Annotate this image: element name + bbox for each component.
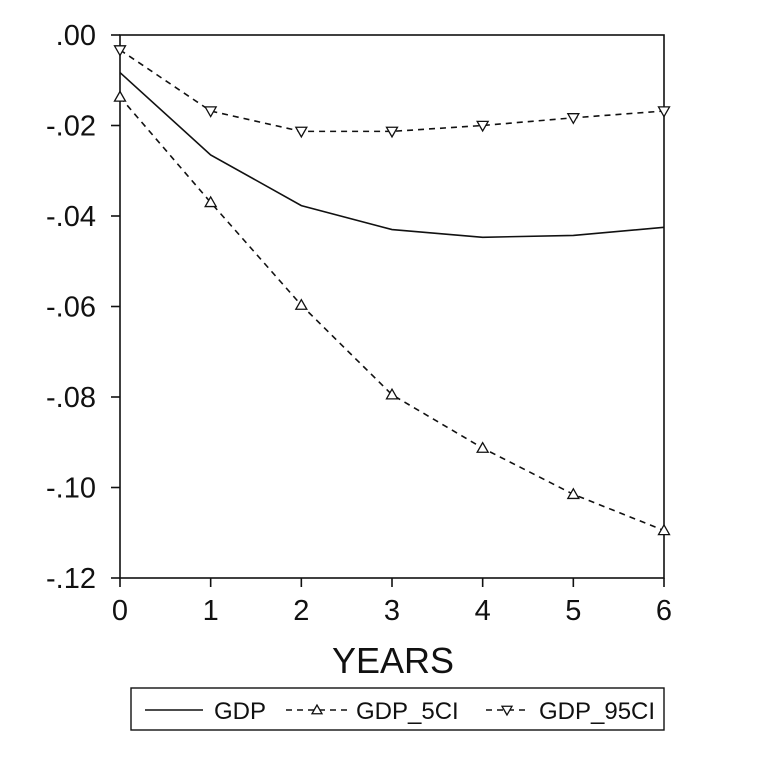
y-tick-label: -.02 xyxy=(46,111,96,143)
x-tick-label: 1 xyxy=(203,595,219,627)
x-axis-title: YEARS xyxy=(332,640,454,681)
data-point-marker xyxy=(476,441,490,453)
legend: GDP GDP_5CI GDP_95CI xyxy=(130,687,665,731)
series-line-gdp-5ci xyxy=(119,96,665,532)
legend-items: GDP GDP_5CI GDP_95CI xyxy=(145,698,655,725)
data-point-marker xyxy=(294,298,308,310)
x-tick-label: 2 xyxy=(293,595,309,627)
y-tick-label: .00 xyxy=(56,20,96,52)
data-point-marker xyxy=(113,45,127,57)
data-point-marker xyxy=(385,387,399,400)
y-tick-label: -.08 xyxy=(46,382,96,414)
x-tick-label: 3 xyxy=(384,595,400,627)
y-tick-label: -.06 xyxy=(46,292,96,324)
x-tick-label: 6 xyxy=(656,595,672,627)
y-axis: .00 -.02 -.04 -.06 -.08 -.10 -.12 xyxy=(46,20,120,595)
series-line-gdp-95ci xyxy=(119,49,665,133)
series-layer xyxy=(113,45,671,536)
data-point-marker xyxy=(113,90,127,102)
data-point-marker xyxy=(204,195,218,208)
legend-box xyxy=(130,687,665,731)
x-tick-label: 5 xyxy=(565,595,581,627)
data-point-marker xyxy=(476,120,490,133)
data-point-marker xyxy=(204,106,218,118)
data-point-marker xyxy=(657,523,671,536)
series-line-gdp xyxy=(119,71,665,239)
x-tick-label: 0 xyxy=(112,595,128,627)
data-point-marker xyxy=(566,113,580,125)
data-point-marker xyxy=(657,106,671,118)
legend-marker xyxy=(310,703,324,715)
x-axis: 0 1 2 3 4 5 6 xyxy=(112,578,672,627)
data-point-marker xyxy=(385,126,399,139)
y-tick-label: -.04 xyxy=(46,201,96,233)
data-point-marker xyxy=(294,126,308,139)
legend-label: GDP_95CI xyxy=(539,698,655,725)
y-tick-label: -.10 xyxy=(46,473,96,505)
legend-label: GDP xyxy=(214,698,266,725)
plot-area-frame xyxy=(119,34,665,579)
data-point-marker xyxy=(566,487,580,500)
legend-marker xyxy=(500,705,514,717)
y-tick-label: -.12 xyxy=(46,563,96,595)
legend-label: GDP_5CI xyxy=(356,698,459,725)
x-tick-label: 4 xyxy=(475,595,491,627)
